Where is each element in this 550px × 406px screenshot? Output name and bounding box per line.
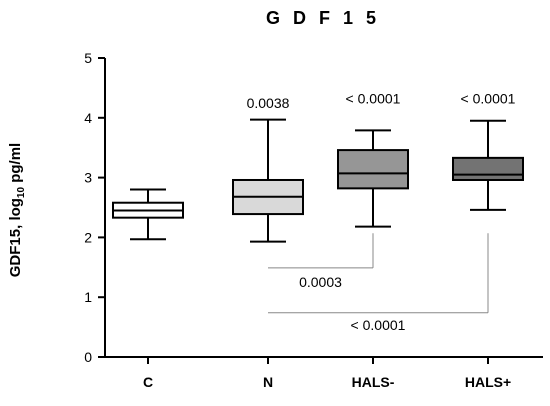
box-hals-minus-iqr-rect — [337, 149, 409, 190]
x-category-label: HALS+ — [465, 374, 511, 390]
x-category-label: HALS- — [352, 374, 395, 390]
y-axis-label: GDF15, log10 pg/ml — [7, 143, 27, 277]
y-axis-label-subscript: 10 — [16, 186, 27, 198]
p-value-annotation: < 0.0001 — [461, 90, 516, 106]
y-tick-label-1: 1 — [84, 289, 92, 305]
y-tick-label-3: 3 — [84, 170, 92, 186]
y-axis-label-main: GDF15, log — [7, 198, 24, 277]
chart-title: G D F 1 5 — [266, 8, 380, 28]
y-axis-label-suffix: pg/ml — [7, 143, 24, 187]
x-category-label: C — [143, 374, 153, 390]
y-tick-label-0: 0 — [84, 349, 92, 365]
y-tick-label-5: 5 — [84, 50, 92, 66]
plot-layer: 0 1 2 3 4 5 C N HALS- HALS+ 0.0038 < 0.0001 < 0.0001… — [84, 50, 543, 390]
y-tick-label-2: 2 — [84, 229, 92, 245]
comparison-p-value: < 0.0001 — [351, 317, 406, 333]
p-value-annotation: 0.0038 — [247, 95, 290, 111]
x-category-label: N — [263, 374, 273, 390]
comparison-p-value: 0.0003 — [299, 274, 342, 290]
box-hals-plus-iqr-rect — [452, 156, 524, 181]
y-tick-label-4: 4 — [84, 110, 92, 126]
p-value-annotation: < 0.0001 — [346, 90, 401, 106]
